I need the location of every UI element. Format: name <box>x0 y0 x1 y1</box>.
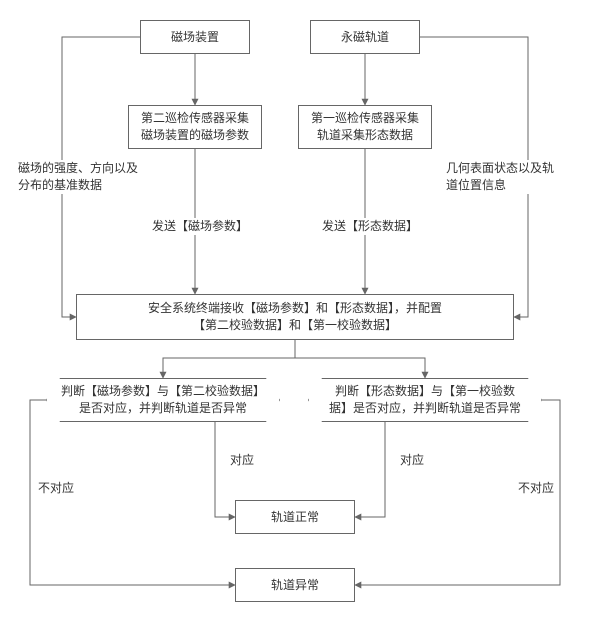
node-n_track_ok: 轨道正常 <box>235 500 355 534</box>
edge-e7 <box>163 340 295 378</box>
edge-label-lbl_nomatch_l: 不对应 <box>36 480 76 497</box>
node-label: 判断【磁场参数】与【第二校验数据】 是否对应，并判断轨道是否异常 <box>61 383 265 417</box>
node-label: 磁场装置 <box>171 29 219 46</box>
node-n_mag_device: 磁场装置 <box>140 20 250 54</box>
node-label: 轨道正常 <box>271 509 319 526</box>
edge-e8 <box>295 340 425 378</box>
node-n_dec_right: 判断【形态数据】与【第一校验数 据】是否对应，并判断轨道是否异常 <box>308 378 542 422</box>
edge-label-lbl_send_mag: 发送【磁场参数】 <box>150 218 250 235</box>
node-label: 第一巡检传感器采集 轨道采集形态数据 <box>311 110 419 144</box>
node-n_track_bad: 轨道异常 <box>235 568 355 602</box>
node-label: 第二巡检传感器采集 磁场装置的磁场参数 <box>141 110 249 144</box>
edge-label-lbl_nomatch_r: 不对应 <box>516 480 556 497</box>
edge-label-lbl_match_r: 对应 <box>398 452 426 469</box>
edge-label-lbl_right_side: 几何表面状态以及轨 道位置信息 <box>444 160 556 194</box>
edge-label-lbl_left_side: 磁场的强度、方向以及 分布的基准数据 <box>16 160 140 194</box>
node-label: 永磁轨道 <box>341 29 389 46</box>
edge-label-lbl_match_l: 对应 <box>228 452 256 469</box>
node-n_sensor1: 第一巡检传感器采集 轨道采集形态数据 <box>298 105 432 149</box>
node-n_sensor2: 第二巡检传感器采集 磁场装置的磁场参数 <box>128 105 262 149</box>
node-n_dec_left: 判断【磁场参数】与【第二校验数据】 是否对应，并判断轨道是否异常 <box>46 378 280 422</box>
edge-label-lbl_send_shape: 发送【形态数据】 <box>320 218 420 235</box>
flowchart-canvas: 磁场装置 永磁轨道第二巡检传感器采集 磁场装置的磁场参数 第一巡检传感器采集 轨道采… <box>0 0 590 623</box>
node-n_pm_track: 永磁轨道 <box>310 20 420 54</box>
node-label: 判断【形态数据】与【第一校验数 据】是否对应，并判断轨道是否异常 <box>329 383 521 417</box>
node-label: 安全系统终端接收【磁场参数】和【形态数据】，并配置 【第二校验数据】和【第一校验… <box>148 300 442 334</box>
node-n_terminal: 安全系统终端接收【磁场参数】和【形态数据】，并配置 【第二校验数据】和【第一校验… <box>76 294 514 340</box>
edge-e9 <box>215 422 235 517</box>
node-label: 轨道异常 <box>271 577 319 594</box>
edge-e10 <box>355 422 385 517</box>
